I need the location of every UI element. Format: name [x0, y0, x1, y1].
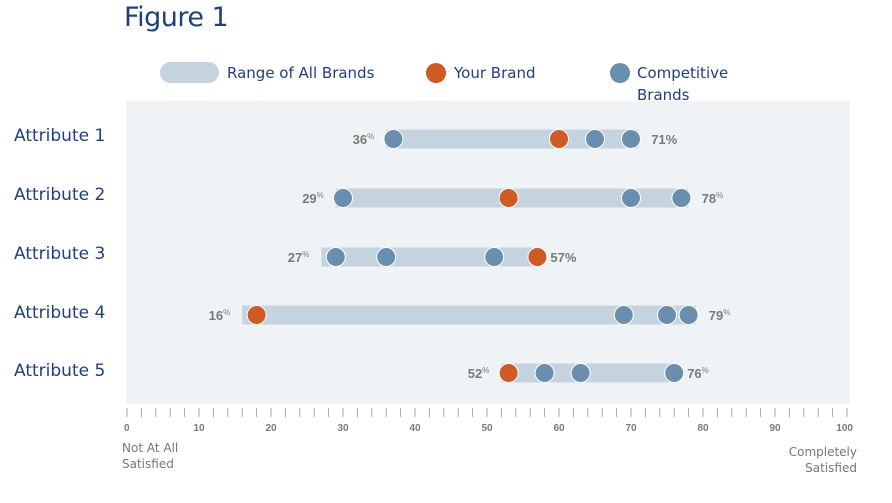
competitor-dot [585, 129, 605, 149]
range-min-value: 29 [302, 191, 316, 206]
percent-sign: % [482, 366, 489, 375]
legend-competitive-label: Competitive Brands [637, 62, 728, 106]
your-brand-dot [549, 129, 569, 149]
axis-note-max: Completely Satisfied [789, 444, 857, 476]
percent-sign: % [716, 191, 723, 200]
axis-tick-label: 40 [409, 423, 421, 434]
legend-range-swatch [160, 62, 219, 83]
competitor-dot [325, 247, 346, 267]
axis-tick-label: 90 [769, 423, 781, 434]
your-brand-dot [527, 247, 548, 267]
percent-sign: % [702, 366, 709, 375]
axis-tick-label: 50 [481, 423, 493, 434]
range-min-value: 16 [209, 308, 223, 323]
competitor-dot [671, 188, 692, 208]
axis-note-min: Not At All Satisfied [122, 440, 178, 472]
axis-tick-label: 10 [193, 423, 205, 434]
legend-range-label: Range of All Brands [227, 64, 375, 82]
competitor-dot [613, 305, 634, 325]
range-min-label: 27% [288, 250, 310, 265]
range-max-label: 57% [550, 250, 576, 265]
range-max-label: 79% [709, 308, 731, 323]
range-min-value: 36 [353, 132, 367, 147]
row-label-attribute-2: Attribute 2 [14, 185, 106, 205]
range-min-label: 52% [468, 366, 490, 381]
range-min-value: 52 [468, 366, 482, 381]
range-min-label: 29% [302, 191, 324, 206]
legend-your-brand-label: Your Brand [454, 64, 536, 82]
range-max-value: 76 [687, 366, 701, 381]
percent-sign: % [223, 308, 230, 317]
legend-competitive-dot [610, 63, 630, 83]
row-label-attribute-5: Attribute 5 [14, 361, 106, 381]
percent-sign: % [723, 308, 730, 317]
competitor-dot [376, 247, 397, 267]
row-label-attribute-4: Attribute 4 [14, 303, 106, 323]
axis-tick-label: 30 [337, 423, 349, 434]
competitor-dot [678, 305, 699, 325]
axis-tick-label: 60 [553, 423, 565, 434]
axis-note-min-line2: Satisfied [122, 457, 174, 471]
range-max-value: 71% [651, 132, 677, 147]
range-max-label: 76% [687, 366, 709, 381]
your-brand-dot [498, 363, 519, 383]
legend-competitive-line2: Brands [637, 86, 690, 104]
row-label-attribute-1: Attribute 1 [14, 126, 106, 146]
range-min-label: 36% [353, 132, 375, 147]
row-label-attribute-3: Attribute 3 [14, 244, 106, 264]
range-min-value: 27 [288, 250, 302, 265]
competitor-dot [621, 129, 641, 149]
range-max-value: 57% [550, 250, 576, 265]
legend-competitive-line1: Competitive [637, 64, 729, 82]
percent-sign: % [367, 132, 374, 141]
axis-tick-label: 100 [836, 423, 853, 434]
range-max-value: 78 [702, 191, 716, 206]
percent-sign: % [317, 191, 324, 200]
range-max-value: 79 [709, 308, 723, 323]
range-max-label: 78% [702, 191, 724, 206]
axis-tick-label: 70 [625, 423, 637, 434]
axis-tick-label: 80 [697, 423, 709, 434]
your-brand-dot [498, 188, 519, 208]
legend-your-brand-dot [426, 63, 446, 83]
axis-note-max-line2: Satisfied [805, 461, 857, 475]
axis-tick-label: 20 [265, 423, 277, 434]
chart-title: Figure 1 [124, 2, 229, 33]
competitor-dot [333, 188, 353, 208]
range-max-label: 71% [651, 132, 677, 147]
your-brand-dot [246, 305, 267, 325]
competitor-dot [664, 363, 685, 383]
competitor-dot [534, 363, 555, 383]
competitor-dot [657, 305, 677, 325]
competitor-dot [484, 247, 505, 267]
competitor-dot [621, 188, 641, 208]
competitor-dot [383, 129, 404, 149]
axis-tick-label: 0 [124, 423, 130, 434]
competitor-dot [570, 363, 591, 383]
percent-sign: % [302, 250, 309, 259]
range-min-label: 16% [209, 308, 231, 323]
axis-note-min-line1: Not At All [122, 441, 179, 455]
axis-note-max-line1: Completely [788, 445, 857, 459]
